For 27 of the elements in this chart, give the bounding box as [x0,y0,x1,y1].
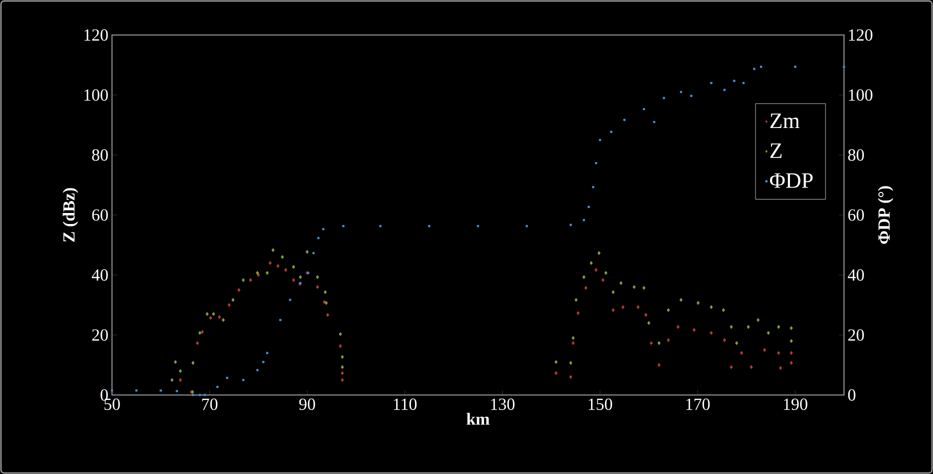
y2-tick-label: 0 [848,389,856,401]
y-tick-label: 20 [92,329,108,341]
x-tick-label: 110 [394,398,417,410]
y-tick-label: 60 [92,209,108,221]
x-tick-label: 70 [202,398,218,410]
y-axis-title: Z (dBz) [62,188,78,242]
x-axis-title: km [466,412,490,425]
y-tick-label: 120 [84,29,108,41]
y2-axis-title: ΦDP (°) [878,186,894,244]
y2-tick-label: 100 [849,89,872,101]
y2-tick-label: 40 [848,269,864,281]
y2-tick-label: 60 [848,209,864,221]
y2-tick-label: 120 [849,29,872,41]
y2-tick-label: 20 [848,329,864,341]
y-tick-label: 40 [92,269,108,281]
x-tick-label: 130 [491,398,515,410]
x-tick-label: 170 [686,398,710,410]
legend-label: Zm [770,114,800,128]
legend-label: ΦDP [770,173,813,188]
y-tick-label: 100 [84,89,108,101]
x-tick-label: 190 [784,398,808,410]
y2-tick-label: 80 [848,149,864,161]
x-tick-label: 150 [588,398,612,410]
x-tick-label: 50 [104,398,120,410]
y-tick-label: 80 [92,149,108,161]
legend-label: Z [770,143,782,158]
x-tick-label: 90 [299,398,316,410]
